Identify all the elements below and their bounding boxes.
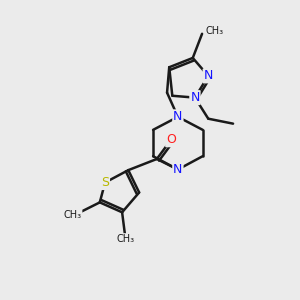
Text: O: O xyxy=(166,133,176,146)
Text: CH₃: CH₃ xyxy=(64,210,82,220)
Text: N: N xyxy=(173,163,183,176)
Text: S: S xyxy=(101,176,109,189)
Text: CH₃: CH₃ xyxy=(206,26,224,36)
Text: N: N xyxy=(190,91,200,104)
Text: N: N xyxy=(173,110,183,123)
Text: N: N xyxy=(204,69,213,82)
Text: CH₃: CH₃ xyxy=(116,234,134,244)
